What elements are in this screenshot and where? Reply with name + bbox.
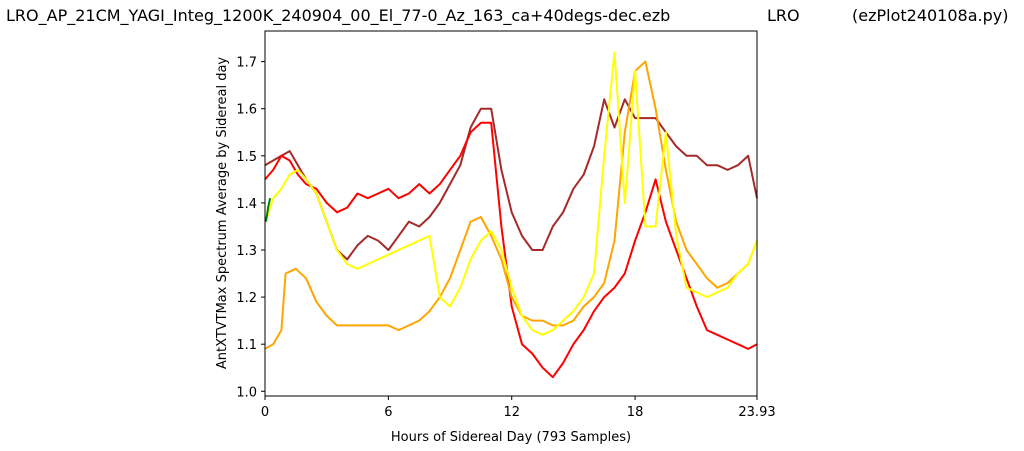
- series-line-2: [265, 123, 757, 377]
- x-tick-label: 18: [627, 405, 644, 420]
- y-tick-label: 1.6: [236, 103, 257, 118]
- y-tick-label: 1.1: [236, 338, 257, 353]
- y-tick-label: 1.2: [236, 291, 257, 306]
- line-chart: 0 6 12 18 23.93 1.0 1.1 1.2 1.3 1.4 1.5 1.6 1.7 Hour…: [0, 0, 1024, 451]
- x-tick-label: 23.93: [738, 405, 775, 420]
- series-layer: [265, 52, 757, 377]
- x-tick-label: 0: [261, 405, 269, 420]
- y-tick-label: 1.4: [236, 197, 257, 212]
- x-tick-label: 12: [503, 405, 520, 420]
- ticks-layer: 0 6 12 18 23.93 1.0 1.1 1.2 1.3 1.4 1.5 1.6 1.7: [236, 56, 775, 420]
- y-tick-label: 1.3: [236, 244, 257, 259]
- series-line-4: [267, 52, 757, 335]
- series-line-1: [265, 99, 757, 259]
- y-tick-label: 1.5: [236, 150, 257, 165]
- plot-frame: [265, 31, 757, 396]
- y-tick-label: 1.0: [236, 385, 257, 400]
- x-tick-label: 6: [384, 405, 392, 420]
- y-tick-label: 1.7: [236, 56, 257, 71]
- y-axis-label: AntXTVTMax Spectrum Average by Sidereal …: [215, 57, 230, 370]
- x-axis-label: Hours of Sidereal Day (793 Samples): [391, 430, 631, 445]
